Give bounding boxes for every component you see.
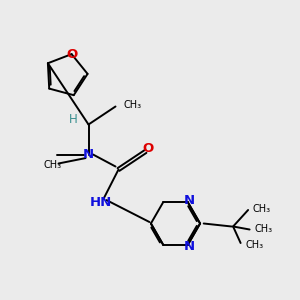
Text: CH₃: CH₃ (255, 224, 273, 234)
Text: H: H (69, 112, 78, 126)
Text: O: O (142, 142, 153, 155)
Text: CH₃: CH₃ (44, 160, 62, 170)
Text: O: O (66, 48, 77, 61)
Text: N: N (184, 194, 195, 207)
Text: CH₃: CH₃ (124, 100, 142, 110)
Text: CH₃: CH₃ (246, 240, 264, 250)
Text: CH₃: CH₃ (253, 203, 271, 214)
Text: HN: HN (89, 196, 112, 209)
Text: N: N (83, 148, 94, 161)
Text: N: N (184, 240, 195, 253)
